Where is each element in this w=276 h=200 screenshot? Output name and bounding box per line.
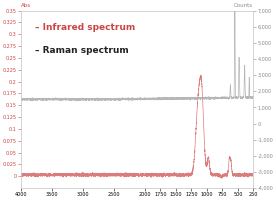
Text: Counts: Counts	[234, 3, 253, 8]
Text: – Infrared spectrum: – Infrared spectrum	[35, 23, 135, 32]
Text: Abs: Abs	[21, 3, 31, 8]
Text: – Raman spectrum: – Raman spectrum	[35, 46, 129, 55]
